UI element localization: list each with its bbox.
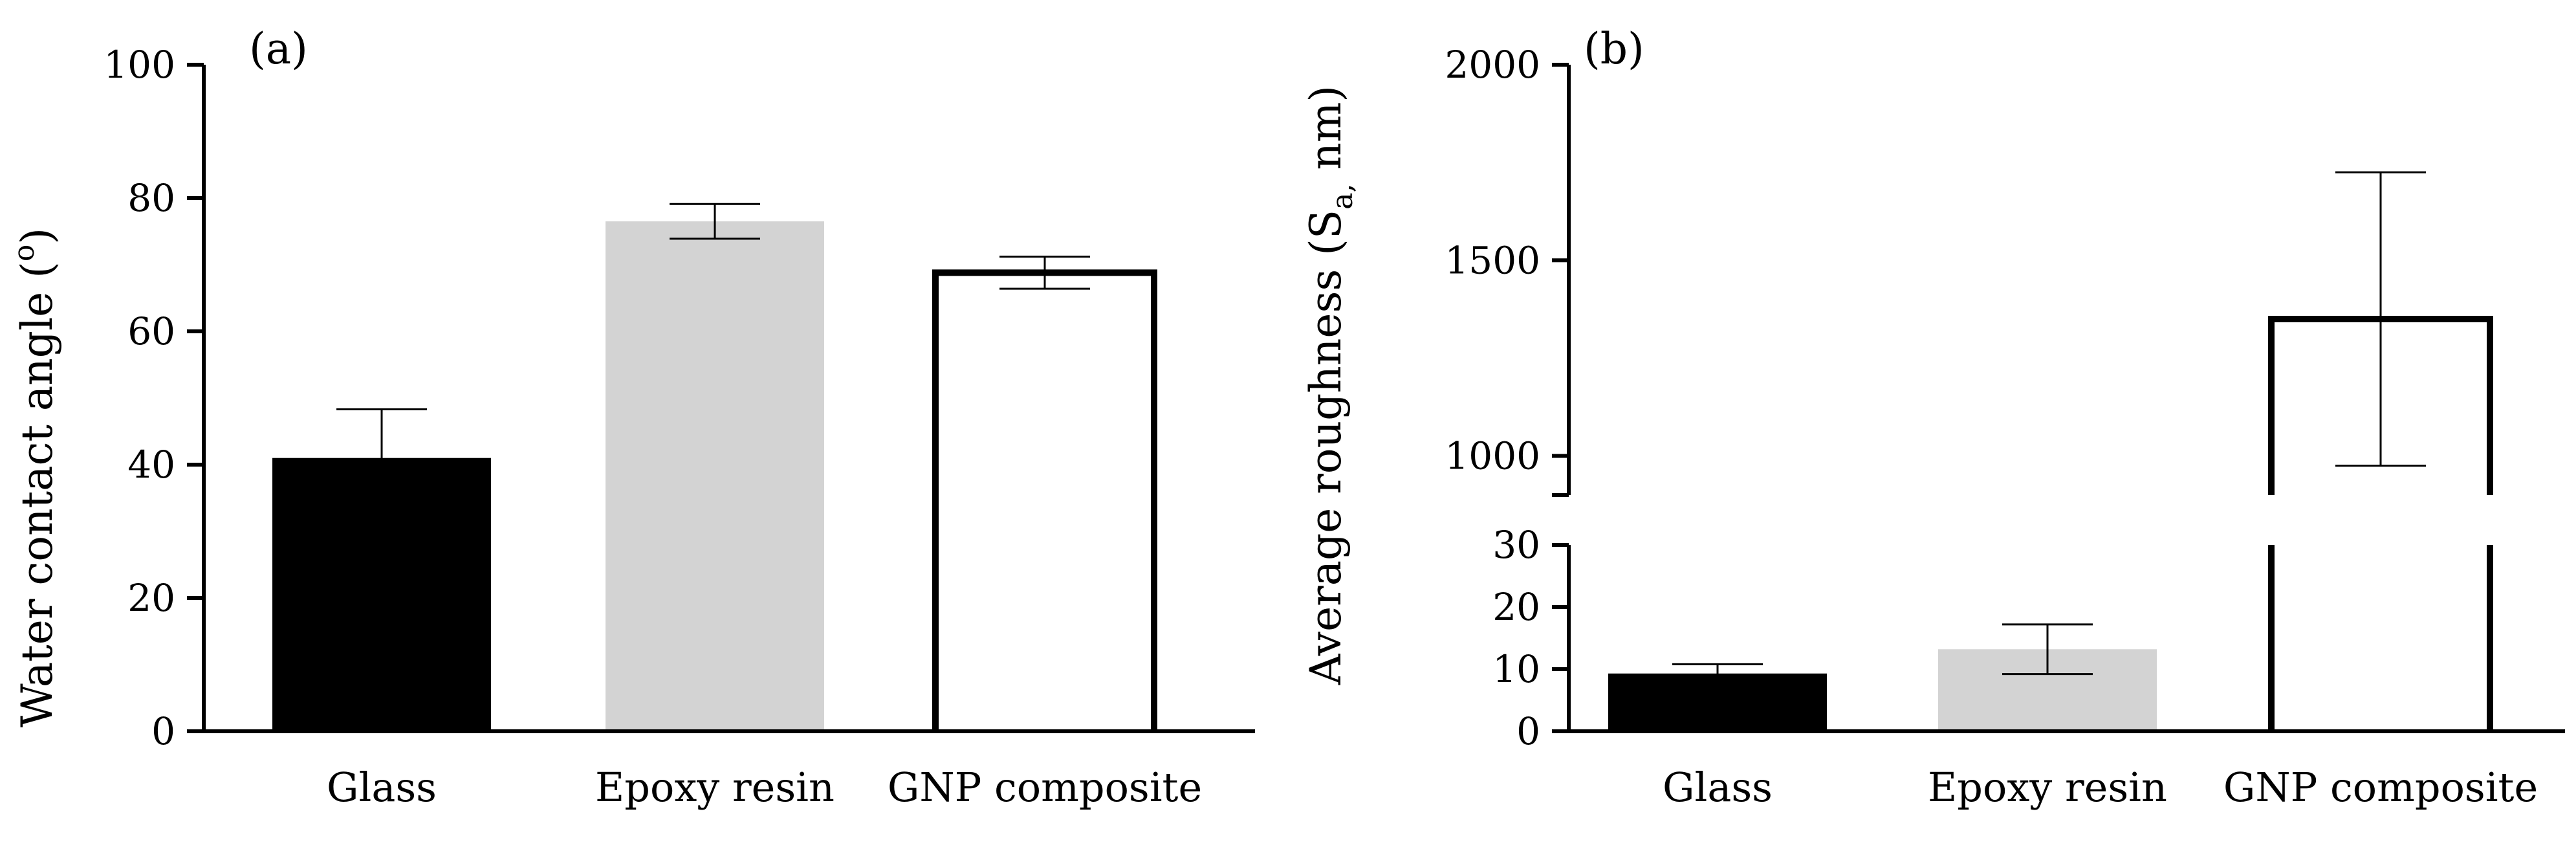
error-bar-gnp-composite: [999, 256, 1090, 290]
panel-b-x-tick-label-gnp-composite: GNP composite: [2223, 764, 2538, 811]
error-bar-epoxy-resin: [2002, 623, 2093, 676]
panel-a-y-tick-label: 80: [127, 176, 175, 220]
bar-gnp-composite: [932, 269, 1157, 731]
bar-epoxy-resin: [606, 221, 824, 731]
panel-a-bars: [272, 221, 1157, 731]
panel-b-y-tick-label: 2000: [1445, 43, 1540, 87]
panel-b-y-axis: 1000 1500 2000 0 10 20 30: [1445, 43, 1571, 753]
panel-a-x-tick-label-gnp-composite: GNP composite: [888, 764, 1202, 811]
error-bar-gnp-composite: [2335, 171, 2426, 467]
panel-b-y-tick-label: 1500: [1445, 238, 1540, 282]
panel-b-y-axis-title: Average roughness (Sa, nm): [1301, 85, 1359, 685]
panel-b-y-tick-label: 30: [1492, 523, 1540, 567]
panel-b-label: (b): [1584, 24, 1644, 74]
error-bar-glass: [1672, 663, 1763, 684]
panel-b-error-bars: [1672, 171, 2426, 684]
panel-a-y-tick-label: 40: [127, 443, 175, 487]
panel-b-x-axis: Glass Epoxy resin GNP composite: [1569, 729, 2565, 811]
panel-b-bars: [1608, 315, 2493, 731]
panel-a-x-axis: Glass Epoxy resin GNP composite: [204, 729, 1255, 811]
panel-a-y-tick-label: 0: [151, 709, 175, 753]
panel-a: (a) Water contact angle (o) 0 20 40 60 80 100…: [8, 24, 1255, 811]
panel-a-y-tick-label: 20: [127, 576, 175, 620]
panel-b-y-tick-label: 20: [1492, 585, 1540, 629]
panel-b-y-tick-label: 0: [1516, 709, 1540, 753]
panel-a-x-tick-label-epoxy-resin: Epoxy resin: [595, 764, 835, 811]
panel-a-y-tick-label: 100: [104, 43, 175, 87]
panel-a-y-tick-label: 60: [127, 309, 175, 353]
panel-a-label: (a): [249, 24, 308, 74]
bar-segment-lower: [2268, 545, 2493, 731]
panel-b-x-tick-label-glass: Glass: [1663, 764, 1773, 811]
panel-b-y-tick-label: 10: [1492, 647, 1540, 691]
error-bar-epoxy-resin: [670, 203, 760, 240]
panel-b: (b) Average roughness (Sa, nm) 1000 1500 2…: [1301, 24, 2565, 811]
panel-a-y-axis-title: Water contact angle (o): [8, 228, 62, 727]
error-bar-glass: [336, 408, 427, 508]
panel-a-error-bars: [336, 203, 1090, 508]
panel-a-y-axis: 0 20 40 60 80 100: [104, 43, 206, 753]
panel-b-y-tick-label: 1000: [1445, 434, 1540, 478]
panel-a-x-tick-label-glass: Glass: [327, 764, 437, 811]
panel-b-x-tick-label-epoxy-resin: Epoxy resin: [1928, 764, 2167, 811]
